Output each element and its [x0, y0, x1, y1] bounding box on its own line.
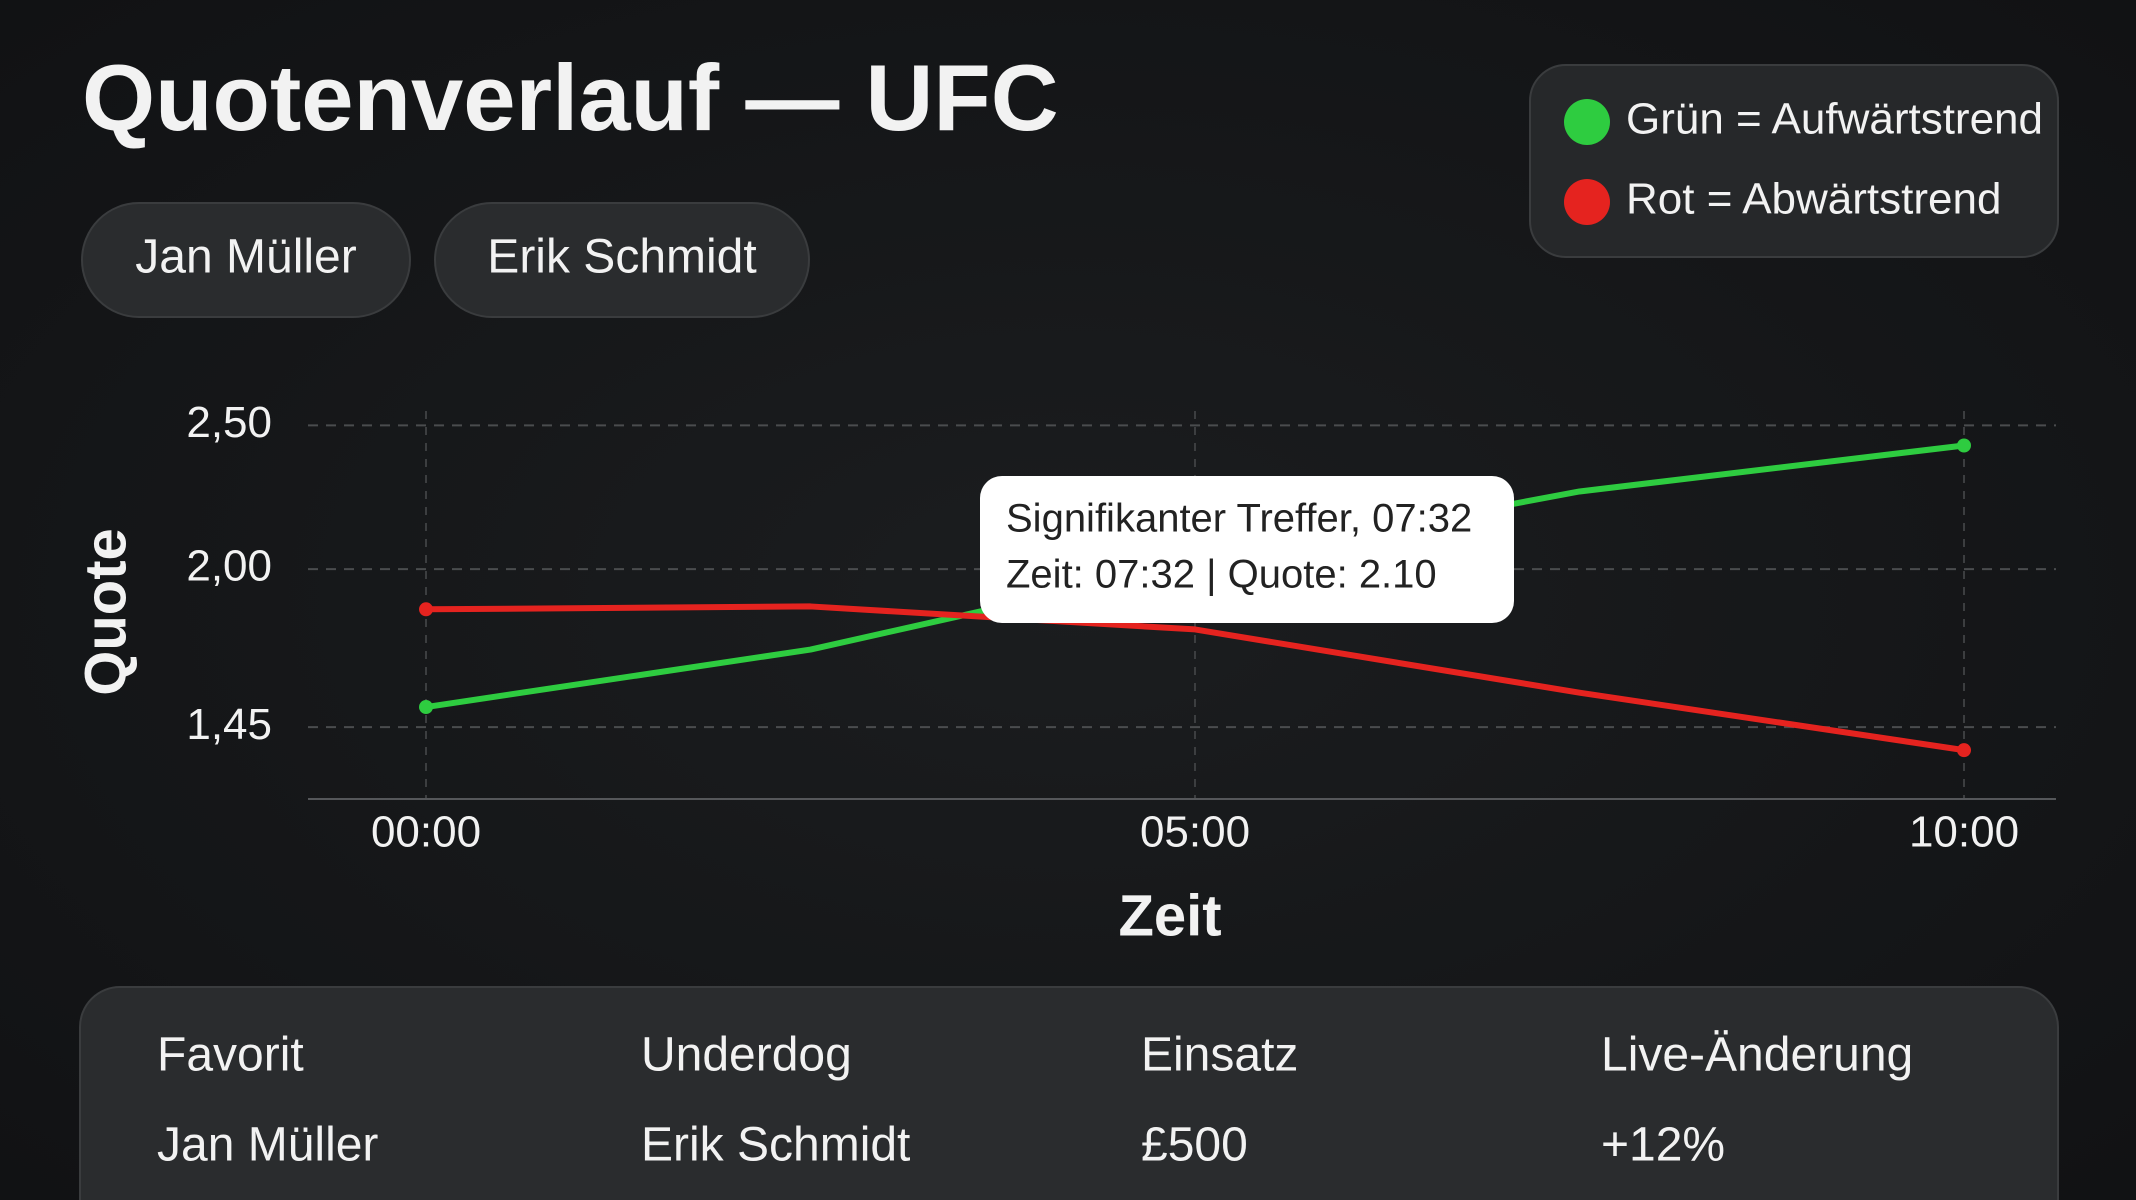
- legend-swatch: [1564, 99, 1610, 145]
- legend-label: Rot = Abwärtstrend: [1626, 175, 2001, 224]
- tooltip: [980, 476, 1514, 623]
- page-title: Quotenverlauf — UFC: [82, 45, 1059, 150]
- tab[interactable]: [434, 202, 810, 318]
- table-header: Underdog: [641, 1029, 852, 1082]
- y-tick-label: 1,45: [186, 700, 272, 749]
- series-line: [425, 603, 1965, 754]
- legend-label: Grün = Aufwärtstrend: [1626, 95, 2043, 144]
- table-cell: Jan Müller: [157, 1119, 378, 1172]
- table-cell: Erik Schmidt: [641, 1119, 910, 1172]
- end-point: [419, 700, 433, 715]
- tooltip-title: Signifikanter Treffer, 07:32: [1006, 497, 1472, 541]
- x-axis-title: Zeit: [1118, 883, 1221, 948]
- x-tick-label: 05:00: [1140, 808, 1250, 857]
- table-cell: £500: [1141, 1119, 1248, 1172]
- tooltip-text: Zeit: 07:32 | Quote: 2.10: [1006, 553, 1437, 597]
- table-header: Favorit: [157, 1029, 304, 1082]
- table-panel: [79, 986, 2059, 1200]
- legend-swatch: [1564, 179, 1610, 225]
- end-point: [1957, 743, 1971, 758]
- y-axis-title: Quote: [73, 528, 138, 696]
- y-tick-label: 2,00: [186, 542, 272, 591]
- tab-label[interactable]: Jan Müller: [135, 231, 356, 284]
- tab-label[interactable]: Erik Schmidt: [487, 231, 756, 284]
- legend-box: [1529, 64, 2059, 258]
- tab[interactable]: [81, 202, 411, 318]
- table-header: Live-Änderung: [1601, 1029, 1913, 1082]
- table-header: Einsatz: [1141, 1029, 1298, 1082]
- x-tick-label: 10:00: [1909, 808, 2019, 857]
- y-tick-label: 2,50: [186, 398, 272, 447]
- end-point: [1957, 438, 1971, 453]
- end-point: [419, 602, 433, 617]
- table-cell: +12%: [1601, 1119, 1725, 1172]
- x-tick-label: 00:00: [371, 808, 481, 857]
